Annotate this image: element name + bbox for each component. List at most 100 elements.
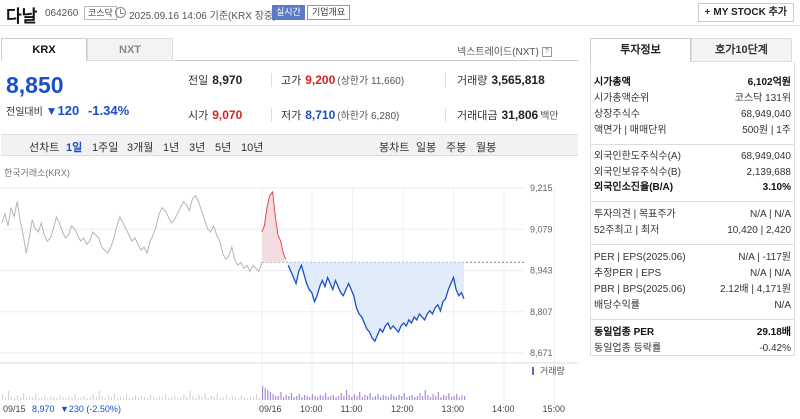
- period-5y[interactable]: 5년: [215, 142, 232, 154]
- period-3y[interactable]: 3년: [189, 142, 206, 154]
- volume-bar: [38, 398, 40, 400]
- volume-bar: [366, 396, 369, 400]
- volume-legend-swatch: [532, 367, 534, 375]
- volume-bar: [168, 398, 170, 400]
- trade-amount: 거래대금 31,806 백만: [457, 107, 559, 123]
- fhold-value: 2,139,688: [746, 167, 792, 178]
- volume-bar: [393, 396, 395, 400]
- volume-bar: [240, 395, 242, 400]
- candle-daily[interactable]: 일봉: [416, 142, 437, 154]
- tab-nxt[interactable]: NXT: [87, 38, 173, 61]
- help-icon[interactable]: ?: [541, 47, 552, 58]
- period-1d[interactable]: 1일: [66, 142, 83, 154]
- prev-close-label: 전일: [188, 75, 209, 87]
- open-value: 9,070: [212, 108, 243, 122]
- volume-bar: [89, 397, 91, 400]
- opinion-row: 투자의견 | 목표주가 N/A | N/A: [590, 208, 795, 222]
- realtime-button[interactable]: 실시간: [272, 5, 305, 20]
- candle-monthly[interactable]: 월봉: [476, 142, 497, 154]
- volume-bar: [440, 397, 442, 400]
- period-bar: 선차트 1일 1주일 3개월 1년 3년 5년 10년 봉차트 일봉 주봉 월봉: [1, 134, 578, 156]
- volume-bar: [32, 397, 34, 400]
- volume-bar: [369, 393, 371, 400]
- face-label: 액면가 | 매매단위: [594, 125, 667, 136]
- tab-invest-info[interactable]: 투자정보: [590, 38, 691, 62]
- mcap-label: 시가총액: [594, 77, 631, 88]
- volume-bar: [443, 395, 445, 400]
- volume-bar: [92, 394, 94, 400]
- volume-bar: [322, 396, 324, 400]
- company-overview-button[interactable]: 기업개요: [307, 5, 351, 20]
- volume-bar: [335, 397, 337, 400]
- opinion-value: N/A | N/A: [750, 209, 791, 220]
- fhold-row: 외국인보유주식수(B) 2,139,688: [590, 166, 795, 180]
- add-mystock-button[interactable]: + MY STOCK 추가: [697, 3, 794, 22]
- candle-chart-label: 봉차트: [379, 142, 410, 154]
- chart-source: 한국거래소(KRX): [4, 168, 70, 178]
- volume-bar: [296, 396, 298, 400]
- line-chart-label: 선차트: [29, 142, 60, 154]
- volume-bar: [44, 395, 46, 400]
- fratio-label: 외국인소진율(B/A): [594, 182, 674, 193]
- invest-panel-border: [590, 62, 795, 356]
- volume-bar: [11, 396, 13, 400]
- flimit-row: 외국인한도주식수(A) 68,949,040: [590, 150, 795, 164]
- volume-bar: [213, 397, 215, 400]
- volume-bar: [77, 398, 79, 400]
- volume-bar: [204, 393, 206, 400]
- candle-weekly[interactable]: 주봉: [446, 142, 467, 154]
- per-label: PER | EPS(2025.06): [594, 252, 686, 263]
- volume-bar: [427, 395, 429, 400]
- period-10y[interactable]: 10년: [241, 142, 264, 154]
- divider: [590, 144, 795, 145]
- volume-bar: [116, 398, 118, 400]
- volume-bar: [262, 386, 264, 400]
- volume-bar: [301, 397, 303, 400]
- upper-limit: (상한가 11,660): [337, 76, 405, 87]
- x-tick-label: 11:00: [341, 404, 363, 414]
- volume-bar: [267, 390, 269, 400]
- volume-bar: [165, 394, 167, 400]
- volume-bar: [222, 397, 224, 400]
- volume-label: 거래량: [457, 75, 488, 87]
- volume-bar: [424, 390, 426, 400]
- volume-bar: [192, 396, 194, 400]
- volume-bar: [5, 397, 7, 400]
- volume-bar: [71, 397, 73, 400]
- eper-value: N/A | N/A: [750, 268, 791, 279]
- face-value: 500원 | 1주: [742, 125, 791, 136]
- tab-orderbook[interactable]: 호가10단계: [691, 38, 792, 62]
- volume-bar: [231, 396, 233, 400]
- rank-row: 시가총액순위 코스닥 131위: [590, 92, 795, 106]
- period-1y[interactable]: 1년: [163, 142, 180, 154]
- period-1w[interactable]: 1주일: [92, 142, 119, 154]
- nextrade-label: 넥스트레이드(NXT)?: [457, 43, 552, 58]
- volume-bar: [219, 398, 221, 400]
- volume-bar: [385, 396, 387, 400]
- pbr-row: PBR | BPS(2025.06) 2.12배 | 4,171원: [590, 283, 795, 297]
- volume-bar: [68, 396, 70, 400]
- volume-bar: [288, 396, 290, 400]
- volume-bar: [458, 397, 460, 400]
- tab-krx[interactable]: KRX: [1, 38, 87, 61]
- volume-bar: [249, 396, 251, 400]
- volume-bar: [41, 397, 43, 400]
- volume-bar: [110, 397, 112, 400]
- volume-bar: [314, 396, 316, 400]
- volume-bar: [74, 394, 76, 400]
- volume-bar: [422, 396, 424, 400]
- period-3m[interactable]: 3개월: [127, 142, 154, 154]
- volume-bar: [135, 395, 137, 400]
- volume-bar: [153, 397, 155, 400]
- x-tick-label: 12:00: [391, 404, 414, 414]
- volume-bar: [408, 396, 411, 400]
- volume-bar: [210, 396, 212, 400]
- volume-bar: [345, 390, 348, 400]
- volume-bar: [104, 398, 106, 400]
- volume-bar: [361, 397, 363, 400]
- sector-per-value: 29.18배: [756, 327, 791, 338]
- volume-bar: [186, 397, 188, 400]
- volume-bar: [53, 397, 55, 400]
- volume-bar: [380, 397, 382, 400]
- prev-day-line: [1, 194, 263, 273]
